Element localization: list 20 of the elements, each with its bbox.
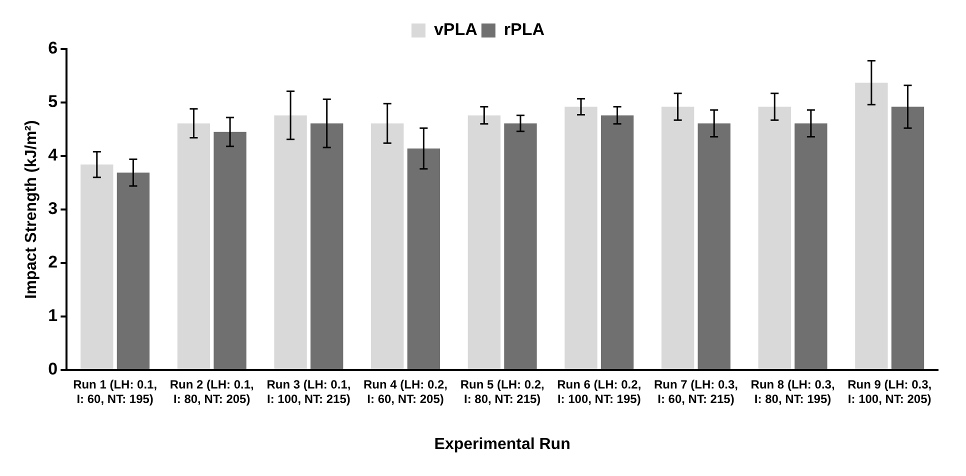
x-tick-label: Run 5 (LH: 0.2, I: 80, NT: 215)	[460, 378, 544, 406]
y-tick-label: 0	[48, 360, 58, 379]
legend-label: vPLA	[434, 20, 478, 40]
legend-label: rPLA	[504, 20, 545, 40]
y-tick-label: 2	[48, 252, 58, 272]
x-tick-label: Run 7 (LH: 0.3, I: 60, NT: 215)	[654, 378, 738, 406]
y-tick-label: 6	[48, 38, 58, 58]
x-tick-label: Run 6 (LH: 0.2, I: 100, NT: 195)	[557, 378, 642, 406]
x-tick-label: Run 9 (LH: 0.3, I: 100, NT: 205)	[848, 378, 932, 406]
y-tick-label: 3	[48, 199, 58, 218]
y-tick-label: 5	[48, 92, 58, 112]
x-tick-label: Run 3 (LH: 0.1, I: 100, NT: 215)	[266, 378, 351, 406]
y-tick-label: 4	[48, 146, 58, 165]
y-tick-label: 1	[48, 306, 58, 326]
x-tick-label: Run 1 (LH: 0.1, I: 60, NT: 195)	[73, 378, 158, 406]
x-tick-label: Run 4 (LH: 0.2, I: 60, NT: 205)	[364, 378, 448, 406]
x-axis-title: Experimental Run	[434, 436, 570, 453]
x-tick-label: Run 2 (LH: 0.1, I: 80, NT: 205)	[170, 378, 254, 406]
x-tick-label: Run 8 (LH: 0.3, I: 80, NT: 195)	[750, 378, 835, 406]
y-axis-title: Impact Strength (kJ/m²)	[23, 120, 40, 299]
